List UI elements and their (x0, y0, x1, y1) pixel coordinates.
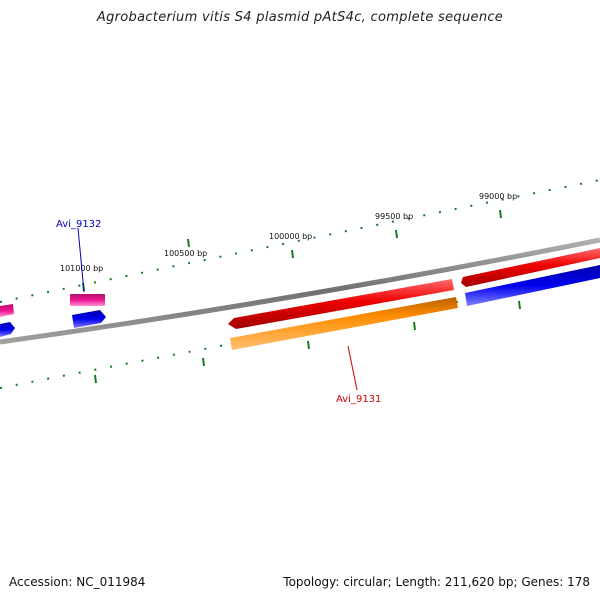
major-tick (395, 229, 398, 239)
leader-line (347, 345, 358, 391)
major-tick (518, 300, 521, 310)
major-tick (307, 340, 310, 350)
bp-label: 99500 bp (375, 212, 413, 221)
gene-arrow-pink-2[interactable] (0, 304, 14, 317)
major-tick (413, 321, 416, 331)
gene-arrow-orange[interactable] (230, 297, 458, 350)
plasmid-backbone (0, 237, 600, 345)
map-title: Agrobacterium vitis S4 plasmid pAtS4c, c… (96, 10, 504, 25)
leader-line (77, 227, 85, 293)
gene-arrow-blue-right[interactable] (465, 265, 600, 306)
bp-label: 100500 bp (164, 249, 207, 258)
gene-label-avi-9132[interactable]: Avi_9132 (56, 219, 101, 230)
major-tick (187, 238, 190, 248)
gene-arrow-blue-2[interactable] (0, 322, 15, 337)
major-tick (202, 357, 205, 367)
major-tick (499, 209, 502, 219)
accession-text: Accession: NC_011984 (9, 575, 146, 589)
bp-label: 100000 bp (269, 232, 312, 241)
bp-label: 99000 bp (479, 192, 517, 201)
gene-arrow-red-long[interactable] (228, 279, 454, 329)
topology-stats-text: Topology: circular; Length: 211,620 bp; … (283, 575, 590, 589)
major-tick (291, 249, 294, 259)
gene-arrow-blue-1[interactable] (72, 310, 106, 328)
major-tick (94, 374, 97, 384)
gene-arrow-pink-1[interactable] (70, 294, 105, 306)
gene-label-avi-9131[interactable]: Avi_9131 (336, 394, 381, 405)
gene-arrow-red-right[interactable] (461, 248, 600, 287)
